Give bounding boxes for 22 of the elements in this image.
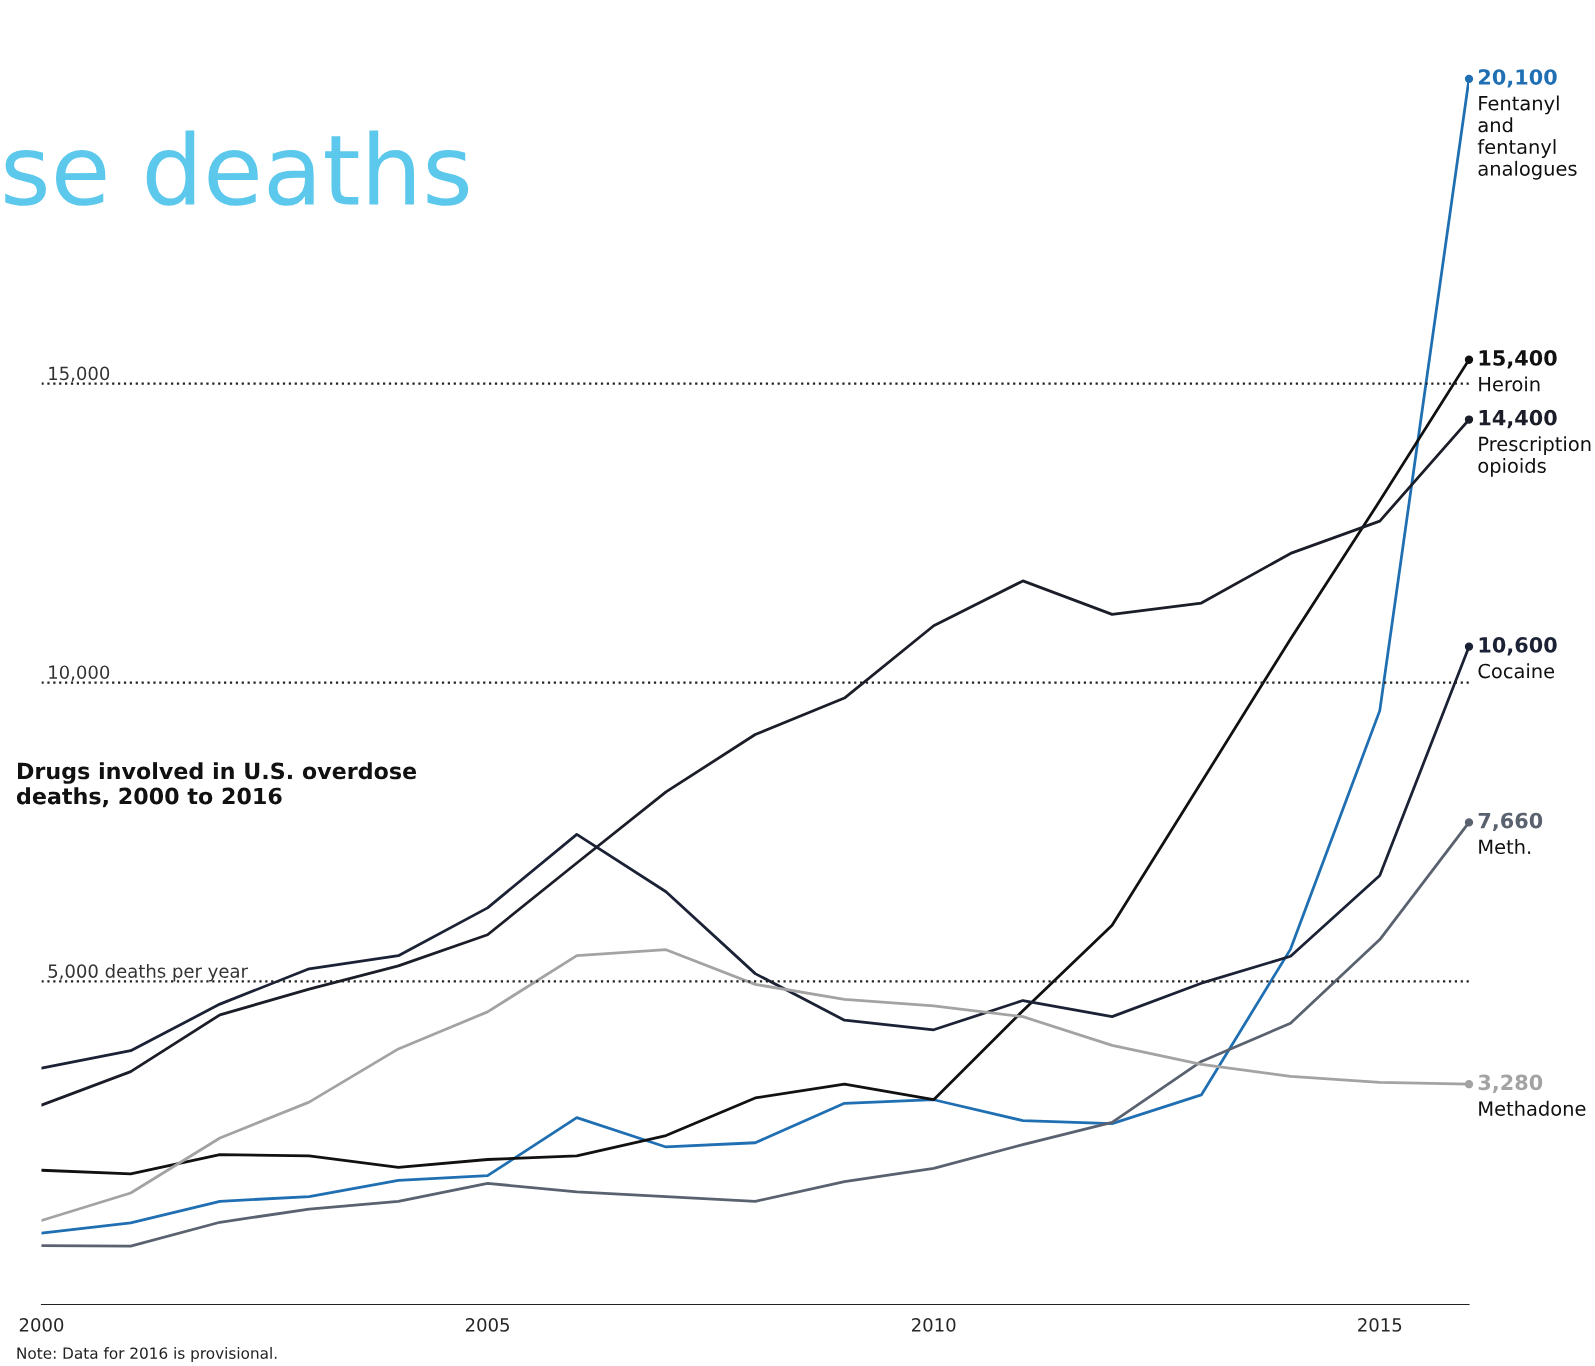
data-label: 10,600 [1479, 636, 1557, 656]
series-label: Methadone [1479, 1100, 1586, 1116]
data-label: 3,280 [1478, 1074, 1543, 1093]
ref-line-label: 5,000 deaths per year [48, 963, 248, 982]
chart-title: se deaths [5, 130, 469, 206]
data-label: 20,100 [1478, 69, 1557, 88]
x-tick-label: 2015 [1358, 1318, 1402, 1332]
text: Note: Data for 2016 is provisional. [17, 1347, 277, 1362]
x-tick-label: 2010 [912, 1318, 956, 1332]
series-label: Prescription opioids [1478, 436, 1591, 477]
data-label: 14,400 [1479, 409, 1557, 429]
ref-line-label: 15,000 [49, 366, 110, 383]
data-label: 7,660 [1478, 812, 1543, 832]
text: Drugs involved in U.S. overdose deaths, 2000 to 2016 [16, 762, 417, 808]
x-tick-label: 2005 [465, 1318, 509, 1332]
series-label: Heroin [1479, 376, 1540, 392]
x-tick-label: 2000 [19, 1318, 64, 1332]
series-label: Meth. [1479, 839, 1531, 855]
data-label: 15,400 [1479, 350, 1557, 369]
ref-line-label: 10,000 [49, 665, 110, 681]
series-label: Cocaine [1478, 663, 1555, 679]
series-label: Fentanyl and fentanyl analogues [1477, 95, 1577, 180]
